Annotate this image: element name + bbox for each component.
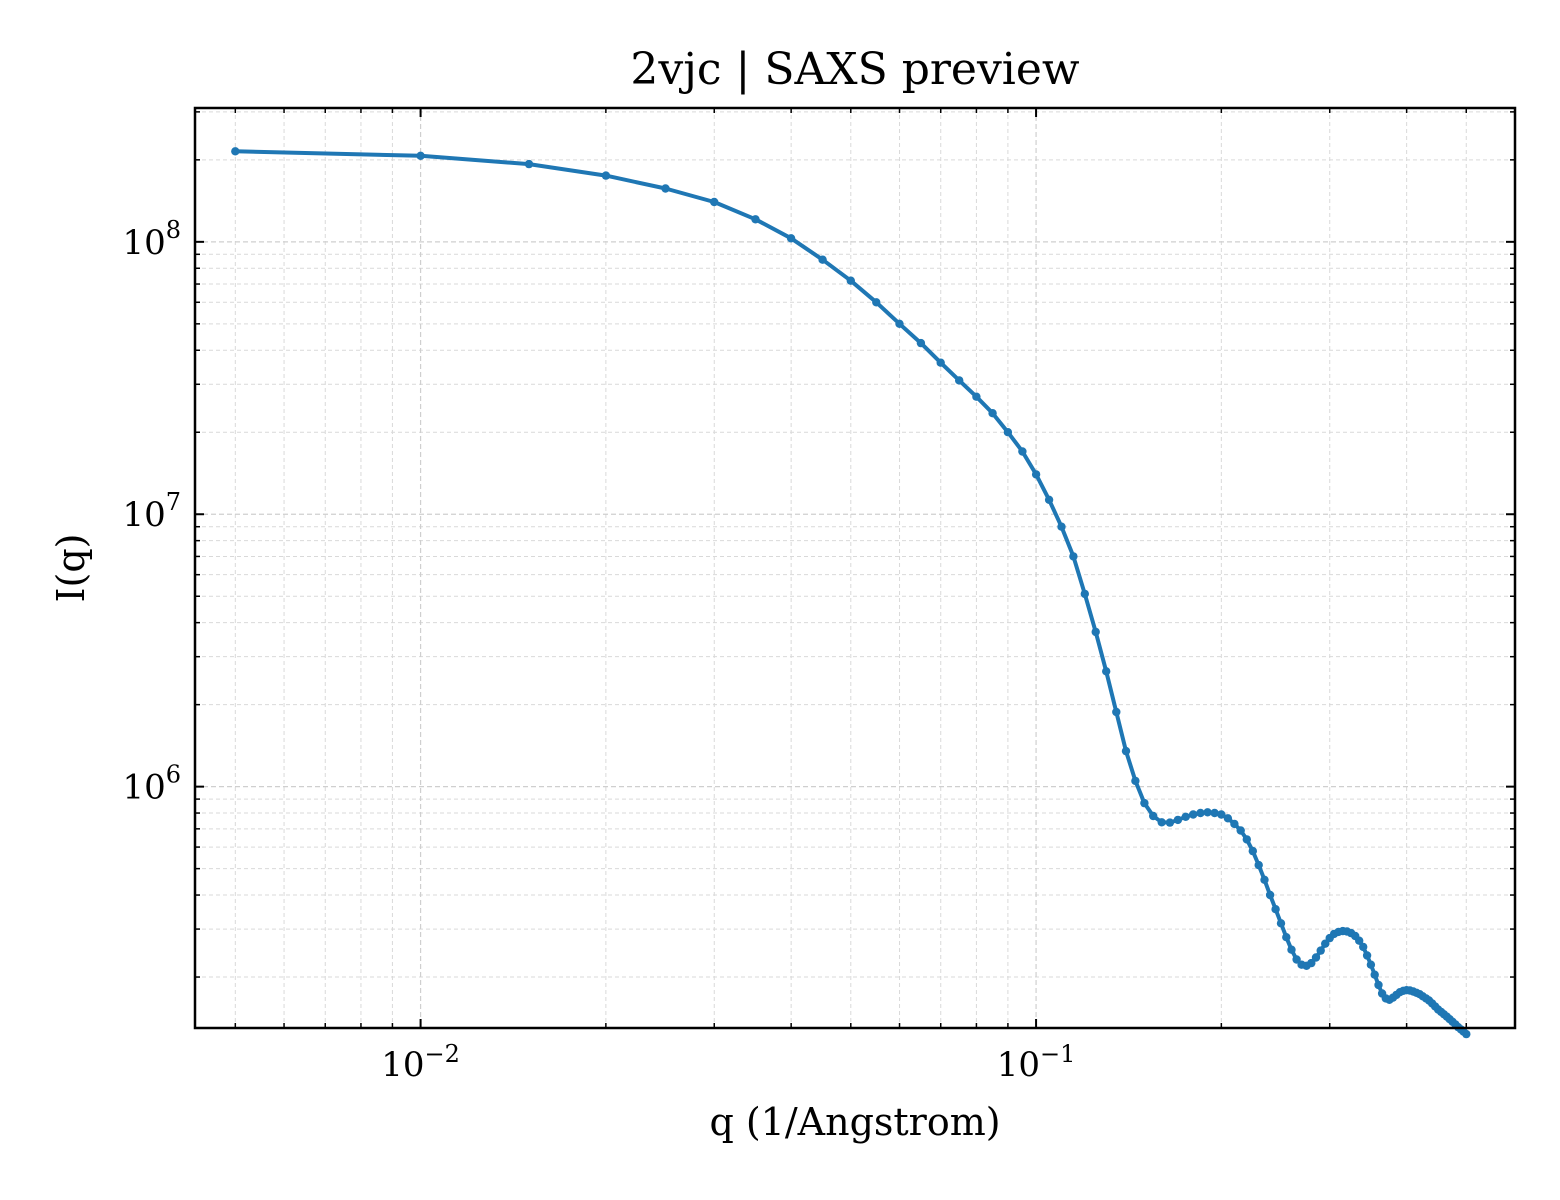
data-point: [710, 197, 719, 207]
x-tick-label: 10−1: [997, 1040, 1076, 1085]
data-point: [1230, 819, 1239, 829]
data-point: [895, 319, 904, 328]
data-point: [786, 234, 796, 243]
data-point: [1254, 860, 1263, 870]
data-point: [1462, 1029, 1471, 1039]
y-tick-label: 108: [122, 216, 181, 263]
tick-labels: 10−2 10−1 106 107 108: [122, 216, 1075, 1085]
data-point: [1018, 447, 1027, 456]
data-point: [661, 184, 670, 193]
data-point: [1080, 589, 1090, 599]
data-point: [1149, 811, 1158, 821]
data-point: [1307, 958, 1316, 968]
data-point: [1157, 818, 1166, 827]
data-point: [1217, 810, 1226, 819]
data-point: [988, 409, 997, 418]
data-point: [1355, 936, 1364, 945]
data-point: [1121, 746, 1131, 756]
data-point: [1311, 953, 1321, 962]
data-point: [1321, 939, 1330, 948]
data-point: [1112, 707, 1121, 717]
data-point: [1223, 814, 1233, 823]
data-point: [1287, 945, 1296, 954]
data-point: [1196, 808, 1205, 818]
plot-area: [195, 108, 1515, 1028]
x-tick-label: 10−2: [381, 1040, 460, 1085]
data-point: [818, 255, 827, 264]
data-point: [1265, 890, 1275, 900]
data-point: [916, 338, 926, 348]
data-point: [936, 358, 945, 367]
grid-lines: [195, 108, 1515, 1028]
data-point: [1057, 522, 1066, 531]
chart-title: 2vjc | SAXS preview: [630, 44, 1080, 95]
data-point: [231, 147, 240, 156]
data-point: [1370, 970, 1379, 979]
data-point: [1292, 955, 1301, 964]
data-point: [1173, 815, 1183, 825]
data-point: [846, 276, 855, 285]
data-point: [416, 151, 425, 160]
data-point: [955, 376, 964, 385]
data-point: [1140, 798, 1149, 808]
data-point: [1248, 846, 1258, 856]
series-layer: [231, 147, 1471, 1039]
data-point: [1359, 942, 1368, 952]
data-point: [1366, 960, 1376, 969]
data-point: [524, 159, 534, 169]
data-point: [1181, 812, 1190, 821]
data-point: [1189, 810, 1198, 819]
data-point: [1260, 875, 1269, 884]
data-point: [1165, 818, 1175, 827]
data-point: [1374, 980, 1383, 990]
data-point: [1282, 933, 1291, 942]
data-point: [1316, 946, 1325, 955]
data-point: [1271, 905, 1280, 914]
data-point: [601, 171, 611, 180]
data-point: [1031, 470, 1041, 479]
data-point: [1044, 495, 1054, 504]
data-point: [1102, 667, 1111, 676]
data-point: [1210, 808, 1219, 818]
data-point: [1003, 428, 1013, 437]
data-point: [1276, 919, 1286, 928]
y-tick-label: 106: [122, 761, 181, 808]
data-point: [1069, 552, 1078, 561]
data-point: [1131, 776, 1140, 786]
data-point: [1242, 835, 1252, 844]
data-point: [1091, 627, 1100, 637]
data-point: [872, 298, 881, 307]
plot-frame: [193, 106, 1517, 1030]
x-axis-label: q (1/Angstrom): [709, 1100, 1000, 1144]
data-point: [1362, 951, 1372, 960]
data-point: [1236, 826, 1245, 835]
data-point: [1203, 808, 1212, 817]
y-axis-label: I(q): [49, 534, 93, 603]
data-point: [972, 392, 981, 401]
data-point: [751, 215, 760, 224]
y-tick-label: 107: [122, 488, 181, 535]
